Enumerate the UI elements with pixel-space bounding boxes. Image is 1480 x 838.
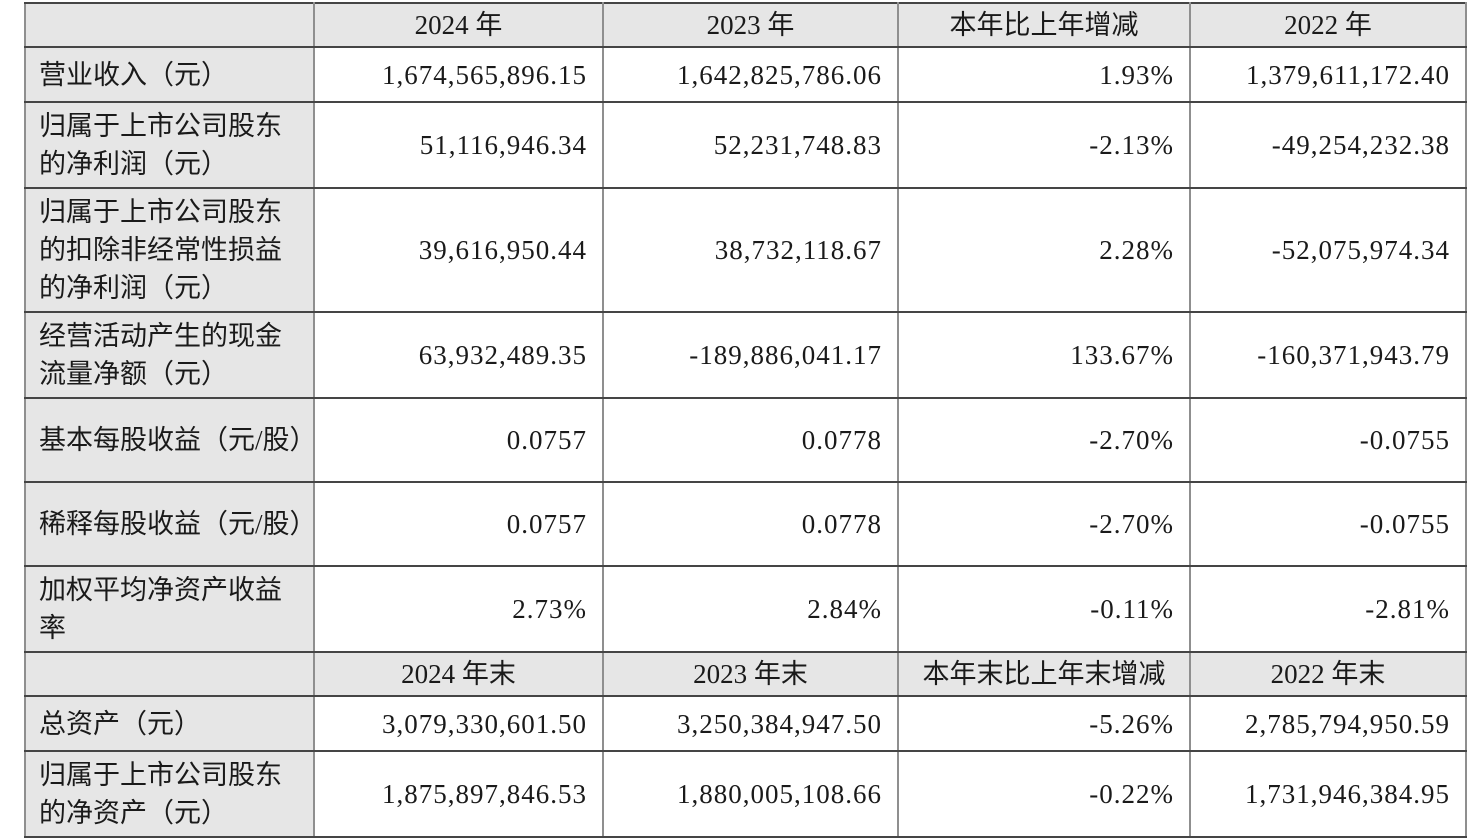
row-label: 稀释每股收益（元/股） xyxy=(24,481,315,567)
row-label: 经营活动产生的现金流量净额（元） xyxy=(24,311,315,399)
row-label: 归属于上市公司股东的净资产（元） xyxy=(24,750,315,838)
value-cell: -2.13% xyxy=(897,101,1191,189)
value-cell: -0.0755 xyxy=(1189,397,1467,483)
row-label: 加权平均净资产收益率 xyxy=(24,565,315,653)
value-cell: -189,886,041.17 xyxy=(602,311,899,399)
value-cell: 2.73% xyxy=(313,565,604,653)
table-row: 稀释每股收益（元/股） 0.0757 0.0778 -2.70% -0.0755 xyxy=(24,481,1467,567)
header-spacer-cell xyxy=(24,651,315,697)
value-cell: 1,379,611,172.40 xyxy=(1189,46,1467,103)
col-header-2022: 2022 年 xyxy=(1189,2,1467,48)
value-cell: 2.84% xyxy=(602,565,899,653)
value-cell: 52,231,748.83 xyxy=(602,101,899,189)
value-cell: 0.0757 xyxy=(313,397,604,483)
value-cell: -52,075,974.34 xyxy=(1189,187,1467,313)
value-cell: 0.0757 xyxy=(313,481,604,567)
value-cell: 1,731,946,384.95 xyxy=(1189,750,1467,838)
value-cell: -0.22% xyxy=(897,750,1191,838)
row-label: 归属于上市公司股东的扣除非经常性损益的净利润（元） xyxy=(24,187,315,313)
col-header-2024: 2024 年 xyxy=(313,2,604,48)
table-row: 归属于上市公司股东的净资产（元） 1,875,897,846.53 1,880,… xyxy=(24,750,1467,838)
table-row: 2024 年 2023 年 本年比上年增减 2022 年 xyxy=(24,2,1467,48)
value-cell: 1,880,005,108.66 xyxy=(602,750,899,838)
table-row: 总资产（元） 3,079,330,601.50 3,250,384,947.50… xyxy=(24,695,1467,752)
value-cell: -2.81% xyxy=(1189,565,1467,653)
value-cell: 63,932,489.35 xyxy=(313,311,604,399)
value-cell: -0.0755 xyxy=(1189,481,1467,567)
value-cell: 2,785,794,950.59 xyxy=(1189,695,1467,752)
value-cell: 3,079,330,601.50 xyxy=(313,695,604,752)
col-header-2022-end: 2022 年末 xyxy=(1189,651,1467,697)
table-row: 营业收入（元） 1,674,565,896.15 1,642,825,786.0… xyxy=(24,46,1467,103)
value-cell: 39,616,950.44 xyxy=(313,187,604,313)
row-label: 归属于上市公司股东的净利润（元） xyxy=(24,101,315,189)
row-label: 总资产（元） xyxy=(24,695,315,752)
col-header-2023-end: 2023 年末 xyxy=(602,651,899,697)
value-cell: -5.26% xyxy=(897,695,1191,752)
value-cell: 51,116,946.34 xyxy=(313,101,604,189)
value-cell: -0.11% xyxy=(897,565,1191,653)
value-cell: 1.93% xyxy=(897,46,1191,103)
financial-summary: 2024 年 2023 年 本年比上年增减 2022 年 营业收入（元） 1,6… xyxy=(24,2,1467,838)
table-row: 2024 年末 2023 年末 本年末比上年末增减 2022 年末 xyxy=(24,651,1467,697)
value-cell: 3,250,384,947.50 xyxy=(602,695,899,752)
header-spacer-cell xyxy=(24,2,315,48)
value-cell: 1,875,897,846.53 xyxy=(313,750,604,838)
table-row: 基本每股收益（元/股） 0.0757 0.0778 -2.70% -0.0755 xyxy=(24,397,1467,483)
value-cell: -2.70% xyxy=(897,397,1191,483)
row-label: 营业收入（元） xyxy=(24,46,315,103)
value-cell: 0.0778 xyxy=(602,481,899,567)
value-cell: -2.70% xyxy=(897,481,1191,567)
col-header-yoy-change: 本年比上年增减 xyxy=(897,2,1191,48)
value-cell: -49,254,232.38 xyxy=(1189,101,1467,189)
col-header-2023: 2023 年 xyxy=(602,2,899,48)
value-cell: 2.28% xyxy=(897,187,1191,313)
table-row: 归属于上市公司股东的扣除非经常性损益的净利润（元） 39,616,950.44 … xyxy=(24,187,1467,313)
value-cell: 1,674,565,896.15 xyxy=(313,46,604,103)
value-cell: 38,732,118.67 xyxy=(602,187,899,313)
col-header-yoy-end-change: 本年末比上年末增减 xyxy=(897,651,1191,697)
value-cell: 0.0778 xyxy=(602,397,899,483)
value-cell: 133.67% xyxy=(897,311,1191,399)
col-header-2024-end: 2024 年末 xyxy=(313,651,604,697)
table-row: 归属于上市公司股东的净利润（元） 51,116,946.34 52,231,74… xyxy=(24,101,1467,189)
table-row: 加权平均净资产收益率 2.73% 2.84% -0.11% -2.81% xyxy=(24,565,1467,653)
financial-summary-table: 2024 年 2023 年 本年比上年增减 2022 年 营业收入（元） 1,6… xyxy=(24,2,1467,838)
value-cell: 1,642,825,786.06 xyxy=(602,46,899,103)
value-cell: -160,371,943.79 xyxy=(1189,311,1467,399)
row-label: 基本每股收益（元/股） xyxy=(24,397,315,483)
table-row: 经营活动产生的现金流量净额（元） 63,932,489.35 -189,886,… xyxy=(24,311,1467,399)
